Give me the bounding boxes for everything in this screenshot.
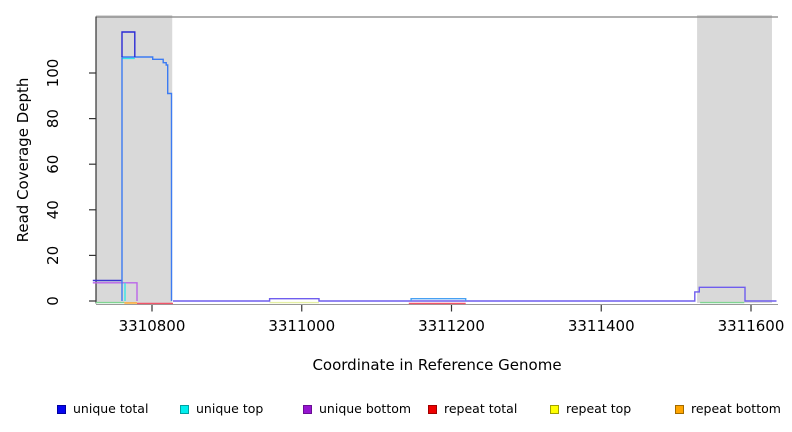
legend-label: unique bottom [319,401,412,416]
x-tick-label: 3311400 [568,317,635,335]
legend-item-unique-top: unique top [180,402,263,416]
y-tick-label: 40 [44,200,62,219]
x-tick-label: 3311000 [268,317,335,335]
legend-label: repeat total [444,401,518,416]
y-tick-label: 0 [44,296,62,306]
trace-unique-total-main [121,56,173,301]
legend-swatch-icon [180,404,189,414]
legend-item-unique-bottom: unique bottom [303,402,411,416]
legend-item-repeat-bottom: repeat bottom [675,402,781,416]
legend-swatch-icon [428,404,437,414]
legend-label: unique total [73,401,149,416]
legend-label: unique top [196,401,264,416]
trace-unique-total-spike [121,31,136,57]
shaded-region [697,15,772,303]
legend-swatch-icon [57,404,66,414]
trace-unique-bottom-left [92,282,138,301]
x-tick-label: 3311200 [418,317,485,335]
legend-swatch-icon [675,404,684,414]
legend-label: repeat bottom [691,401,781,416]
shaded-region [96,15,173,303]
y-tick-label: 100 [44,59,62,88]
legend-item-repeat-top: repeat top [550,402,631,416]
plot-area: 3310800 3311000 3311200 3311400 3311600 0 20 40… [44,15,784,335]
y-axis-label: Read Coverage Depth [14,78,32,243]
x-tick-label: 3310800 [119,317,186,335]
trace-unique-bottom-baseline [173,286,777,302]
x-axis-label: Coordinate in Reference Genome [312,356,561,374]
legend-item-unique-total: unique total [57,402,148,416]
y-tick-label: 60 [44,155,62,174]
legend: unique total unique top unique bottom repea… [0,399,792,421]
legend-swatch-icon [550,404,559,414]
legend-item-repeat-total: repeat total [428,402,517,416]
y-tick-label: 20 [44,246,62,265]
x-tick-label: 3311600 [718,317,785,335]
y-tick-label: 80 [44,109,62,128]
chart-svg: 3310800 3311000 3311200 3311400 3311600 0 20 40… [14,15,784,374]
legend-swatch-icon [303,404,312,414]
trace-unique-total-bump2 [410,298,467,301]
legend-label: repeat top [566,401,632,416]
